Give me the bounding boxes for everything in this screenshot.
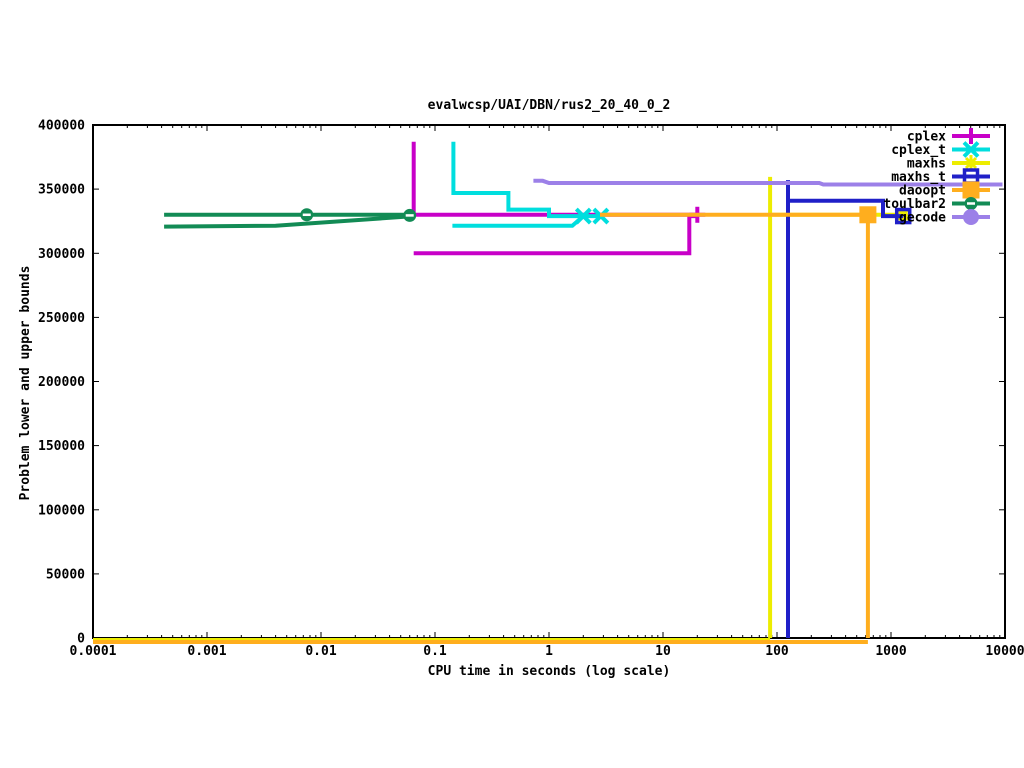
series-maxhs_t-line (788, 198, 904, 219)
y-tick-label: 50000 (46, 567, 85, 582)
series-cplex-line (411, 141, 698, 217)
x-tick-label: 0.1 (423, 644, 447, 659)
series-gecode-line (533, 178, 1003, 187)
y-tick-label: 250000 (38, 311, 85, 326)
y-axis-label: Problem lower and upper bounds (18, 265, 33, 501)
y-tick-label: 300000 (38, 247, 85, 262)
legend-label-maxhs_t: maxhs_t (891, 170, 946, 185)
y-tick-label: 0 (77, 632, 85, 647)
y-tick-label: 400000 (38, 119, 85, 134)
chart-title: evalwcsp/UAI/DBN/rus2_20_40_0_2 (427, 98, 671, 113)
x-tick-label: 100 (765, 644, 789, 659)
series-maxhs-marker (897, 208, 910, 221)
series-cplex_t-marker (574, 207, 592, 225)
legend-marker-daoopt (962, 181, 980, 199)
series-cplex-line (413, 214, 698, 256)
series-maxhs_t-marker (894, 207, 912, 225)
x-tick-label: 0.01 (305, 644, 336, 659)
series-daoopt-marker (859, 206, 877, 224)
x-tick-label: 0.001 (187, 644, 226, 659)
x-tick-label: 10000 (985, 644, 1024, 659)
y-tick-label: 200000 (38, 375, 85, 390)
legend-label-daoopt: daoopt (899, 184, 946, 199)
y-tick-label: 350000 (38, 183, 85, 198)
legend-label-cplex: cplex (907, 130, 946, 145)
legend-marker-cplex_t (962, 141, 980, 158)
x-tick-label: 1000 (875, 644, 906, 659)
legend-label-cplex_t: cplex_t (891, 143, 946, 158)
x-tick-label: 0.0001 (70, 644, 117, 659)
legend-label-toulbar2: toulbar2 (883, 197, 946, 212)
legend-label-maxhs: maxhs (907, 157, 946, 172)
series-cplex_t-line (451, 141, 601, 219)
legend-marker-maxhs (964, 156, 978, 170)
x-tick-label: 10 (655, 644, 671, 659)
y-tick-label: 150000 (38, 439, 85, 454)
legend-marker-gecode (963, 209, 979, 225)
legend-label-gecode: gecode (899, 211, 946, 226)
y-tick-label: 100000 (38, 503, 85, 518)
x-tick-label: 1 (545, 644, 553, 659)
x-axis-label: CPU time in seconds (log scale) (427, 664, 671, 679)
series-toulbar2-line (164, 214, 410, 229)
